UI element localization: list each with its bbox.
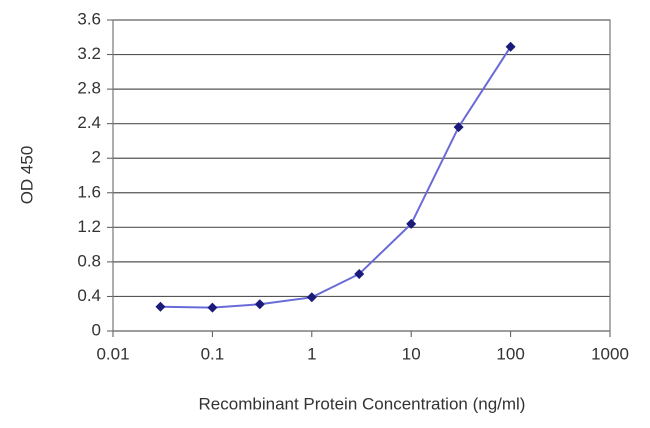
y-tick-label: 0.4 <box>77 286 101 305</box>
data-point <box>453 122 464 133</box>
data-point <box>207 302 218 313</box>
y-tick-label: 0 <box>92 320 101 339</box>
y-tick-label: 3.6 <box>77 9 101 28</box>
x-tick-label: 10 <box>402 344 421 363</box>
y-tick-label: 1.2 <box>77 217 101 236</box>
x-tick-label: 1 <box>307 344 316 363</box>
x-tick-label: 0.01 <box>96 344 129 363</box>
y-axis-label: OD 450 <box>17 146 36 205</box>
y-tick-label: 2.8 <box>77 79 101 98</box>
plot-frame <box>112 19 611 332</box>
x-tick-label: 100 <box>496 344 524 363</box>
y-tick-label: 2.4 <box>77 113 101 132</box>
x-axis-label: Recombinant Protein Concentration (ng/ml… <box>199 394 526 413</box>
data-point <box>406 218 417 229</box>
y-tick-label: 3.2 <box>77 44 101 63</box>
data-point <box>254 299 265 310</box>
data-point <box>354 268 365 279</box>
y-tick-label: 0.8 <box>77 251 101 270</box>
data-point <box>306 292 317 303</box>
data-point <box>155 301 166 312</box>
data-point <box>505 41 516 52</box>
y-tick-label: 1.6 <box>77 182 101 201</box>
x-tick-label: 0.1 <box>201 344 225 363</box>
y-tick-label: 2 <box>92 148 101 167</box>
x-tick-label: 1000 <box>591 344 629 363</box>
data-line <box>160 46 512 309</box>
